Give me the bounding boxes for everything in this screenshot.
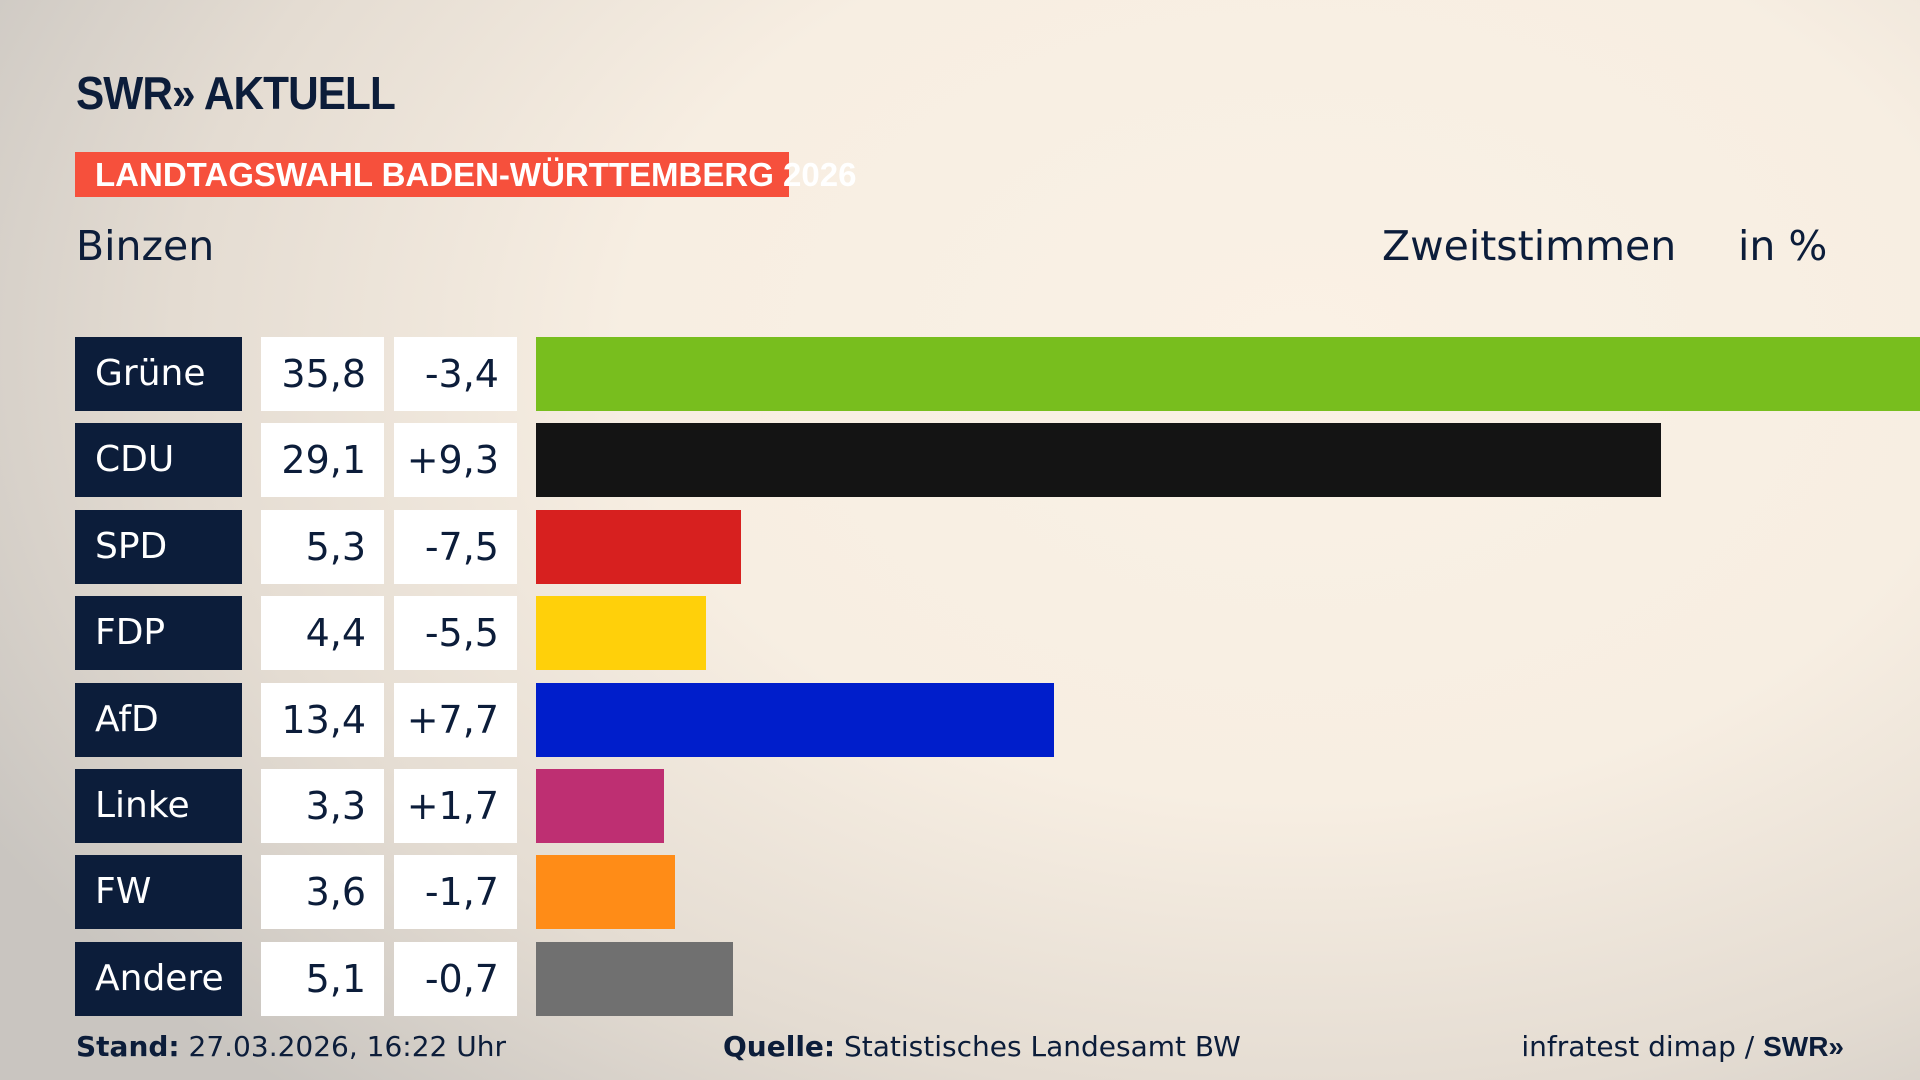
stand-label: Stand: [76,1030,180,1063]
bar-andere [536,941,734,1016]
result-row: Andere 5,1 -0,7 [75,941,1920,1016]
party-label: AfD [75,682,242,757]
bar-spd [536,509,741,584]
result-row: SPD 5,3 -7,5 [75,509,1920,584]
bar-fdp [536,596,707,671]
value-label: 4,4 [261,596,384,671]
diff-label: -5,5 [394,596,517,671]
value-label: 3,6 [261,855,384,930]
bar-linke [536,769,664,843]
swr-logo: SWR» [1763,1031,1844,1062]
value-label: 3,3 [261,769,384,843]
value-label: 5,1 [261,941,384,1016]
result-row: FDP 4,4 -5,5 [75,596,1920,671]
source-label: Quelle: [723,1030,836,1063]
source: Quelle: Statistisches Landesamt BW [723,1030,1241,1063]
result-row: Linke 3,3 +1,7 [75,769,1920,843]
diff-label: +1,7 [394,769,517,843]
result-row: Grüne 35,8 -3,4 [75,337,1920,411]
diff-label: +9,3 [394,423,517,498]
value-label: 13,4 [261,682,384,757]
place-title: Binzen [76,222,215,270]
result-row: CDU 29,1 +9,3 [75,423,1920,498]
credit-text: infratest dimap / [1521,1030,1764,1063]
value-label: 5,3 [261,509,384,584]
credit: infratest dimap / SWR» [1521,1030,1844,1063]
party-label: FW [75,855,242,930]
swr-aktuell-logo: SWR» AKTUELL [76,67,396,119]
party-label: CDU [75,423,242,498]
party-label: Linke [75,769,242,843]
diff-label: +7,7 [394,682,517,757]
bar-afd [536,682,1055,757]
stand: Stand: 27.03.2026, 16:22 Uhr [76,1030,506,1063]
value-label: 29,1 [261,423,384,498]
party-label: Andere [75,941,242,1016]
election-banner: LANDTAGSWAHL BADEN-WÜRTTEMBERG 2026 [75,152,856,197]
bar-cdu [536,423,1661,498]
bar-grüne [536,337,1920,411]
result-row: AfD 13,4 +7,7 [75,682,1920,757]
party-label: Grüne [75,337,242,411]
unit-label: in % [1738,222,1828,270]
diff-label: -3,4 [394,337,517,411]
value-label: 35,8 [261,337,384,411]
result-row: FW 3,6 -1,7 [75,855,1920,930]
bar-fw [536,855,676,930]
stand-value: 27.03.2026, 16:22 Uhr [188,1030,506,1063]
source-value: Statistisches Landesamt BW [844,1030,1241,1063]
diff-label: -7,5 [394,509,517,584]
measure-label: Zweitstimmen [1382,222,1677,270]
diff-label: -0,7 [394,941,517,1016]
party-label: FDP [75,596,242,671]
party-label: SPD [75,509,242,584]
diff-label: -1,7 [394,855,517,930]
